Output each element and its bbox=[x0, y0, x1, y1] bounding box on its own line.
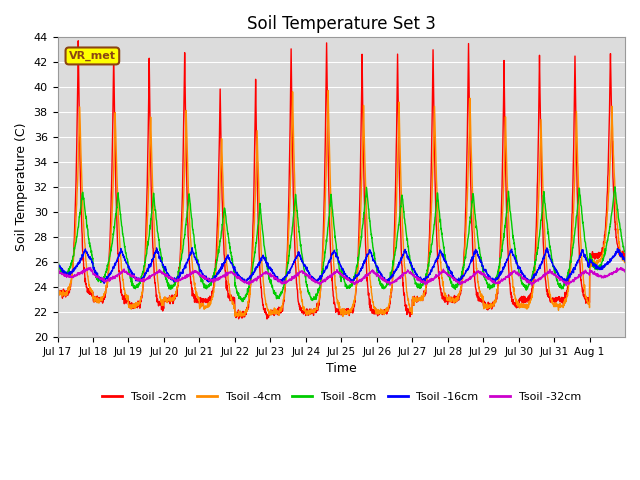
Tsoil -32cm bbox=[621, 267, 629, 273]
Line: Tsoil -4cm: Tsoil -4cm bbox=[58, 91, 625, 316]
Tsoil -2cm bbox=[74, 38, 82, 44]
Line: Tsoil -32cm: Tsoil -32cm bbox=[58, 267, 625, 286]
Tsoil -8cm bbox=[376, 277, 383, 283]
Tsoil -16cm bbox=[188, 245, 196, 251]
Tsoil -16cm bbox=[545, 251, 552, 257]
Text: VR_met: VR_met bbox=[69, 51, 116, 61]
Tsoil -8cm bbox=[513, 255, 520, 261]
Tsoil -8cm bbox=[239, 299, 246, 304]
Tsoil -16cm bbox=[513, 259, 520, 265]
X-axis label: Time: Time bbox=[326, 362, 356, 375]
Tsoil -8cm bbox=[614, 207, 621, 213]
Tsoil -32cm bbox=[513, 270, 520, 276]
Tsoil -32cm bbox=[233, 274, 241, 280]
Tsoil -32cm bbox=[111, 274, 118, 280]
Legend: Tsoil -2cm, Tsoil -4cm, Tsoil -8cm, Tsoil -16cm, Tsoil -32cm: Tsoil -2cm, Tsoil -4cm, Tsoil -8cm, Tsoi… bbox=[97, 388, 585, 407]
Line: Tsoil -16cm: Tsoil -16cm bbox=[58, 248, 625, 283]
Tsoil -4cm bbox=[110, 149, 118, 155]
Tsoil -4cm bbox=[614, 221, 621, 227]
Tsoil -32cm bbox=[376, 274, 383, 279]
Tsoil -8cm bbox=[611, 184, 619, 190]
Tsoil -32cm bbox=[86, 264, 94, 270]
Tsoil -4cm bbox=[233, 312, 241, 317]
Line: Tsoil -2cm: Tsoil -2cm bbox=[58, 41, 625, 319]
Tsoil -2cm bbox=[376, 308, 383, 314]
Tsoil -8cm bbox=[110, 224, 118, 229]
Tsoil -32cm bbox=[563, 283, 570, 288]
Title: Soil Temperature Set 3: Soil Temperature Set 3 bbox=[247, 15, 436, 33]
Tsoil -16cm bbox=[234, 269, 241, 275]
Tsoil -4cm bbox=[621, 256, 629, 262]
Tsoil -8cm bbox=[54, 255, 61, 261]
Tsoil -16cm bbox=[614, 246, 621, 252]
Tsoil -4cm bbox=[234, 313, 242, 319]
Tsoil -4cm bbox=[545, 284, 552, 289]
Tsoil -16cm bbox=[111, 264, 118, 269]
Tsoil -2cm bbox=[263, 316, 271, 322]
Tsoil -16cm bbox=[621, 258, 629, 264]
Tsoil -32cm bbox=[545, 271, 552, 276]
Tsoil -8cm bbox=[233, 288, 241, 293]
Tsoil -2cm bbox=[233, 310, 241, 316]
Tsoil -16cm bbox=[100, 280, 108, 286]
Line: Tsoil -8cm: Tsoil -8cm bbox=[58, 187, 625, 301]
Y-axis label: Soil Temperature (C): Soil Temperature (C) bbox=[15, 123, 28, 252]
Tsoil -32cm bbox=[614, 267, 621, 273]
Tsoil -2cm bbox=[621, 253, 629, 259]
Tsoil -32cm bbox=[54, 269, 61, 275]
Tsoil -2cm bbox=[545, 294, 552, 300]
Tsoil -2cm bbox=[513, 305, 520, 311]
Tsoil -2cm bbox=[111, 106, 118, 112]
Tsoil -4cm bbox=[376, 308, 383, 313]
Tsoil -16cm bbox=[54, 261, 61, 266]
Tsoil -8cm bbox=[545, 229, 552, 235]
Tsoil -4cm bbox=[513, 297, 520, 303]
Tsoil -16cm bbox=[376, 269, 383, 275]
Tsoil -4cm bbox=[324, 88, 332, 94]
Tsoil -8cm bbox=[621, 250, 629, 255]
Tsoil -2cm bbox=[54, 287, 61, 293]
Tsoil -2cm bbox=[614, 241, 621, 247]
Tsoil -4cm bbox=[54, 289, 61, 295]
